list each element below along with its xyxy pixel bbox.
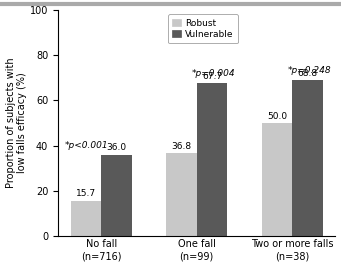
Text: 36.8: 36.8 xyxy=(171,142,191,151)
Bar xyxy=(101,155,132,236)
Bar xyxy=(71,201,101,236)
Bar xyxy=(197,83,227,236)
Bar xyxy=(262,123,292,236)
Text: 50.0: 50.0 xyxy=(267,112,287,121)
Text: 67.7: 67.7 xyxy=(202,72,222,81)
Y-axis label: Proportion of subjects with
low falls efficacy (%): Proportion of subjects with low falls ef… xyxy=(5,58,27,188)
Text: 36.0: 36.0 xyxy=(106,143,127,152)
Legend: Robust, Vulnerable: Robust, Vulnerable xyxy=(168,14,238,43)
Bar xyxy=(292,80,323,236)
Bar xyxy=(166,153,197,236)
Text: *p=0.004: *p=0.004 xyxy=(192,69,236,78)
Text: *p<0.001: *p<0.001 xyxy=(65,141,108,150)
Text: 68.8: 68.8 xyxy=(297,69,317,78)
Text: 15.7: 15.7 xyxy=(76,189,96,198)
Text: *p=0.248: *p=0.248 xyxy=(287,66,331,75)
